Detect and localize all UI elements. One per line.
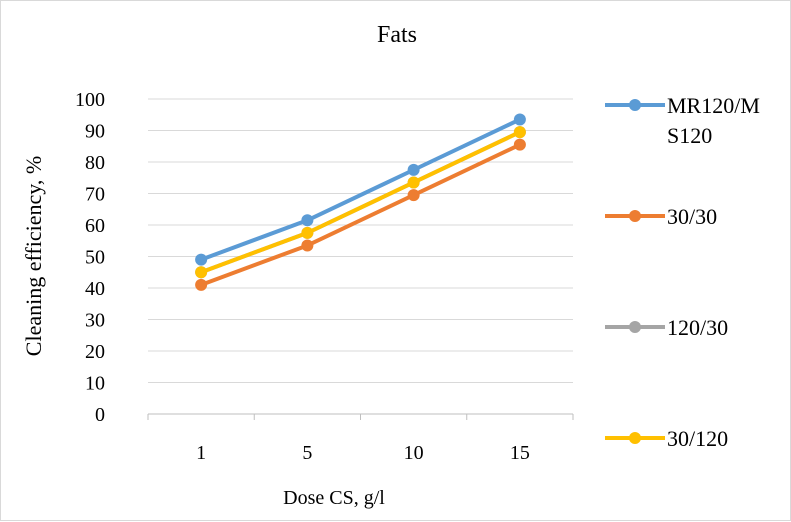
data-point	[407, 163, 420, 176]
data-point	[513, 113, 526, 126]
gridlines	[148, 98, 573, 415]
legend-entry: 30/30	[605, 204, 717, 229]
data-point	[195, 253, 208, 266]
legend-entry: MR120/M S120	[605, 93, 760, 148]
data-point	[301, 214, 314, 227]
legend-label: 30/30	[667, 204, 717, 229]
data-point	[195, 278, 208, 291]
legend-label: S120	[667, 123, 712, 148]
y-tick-label: 10	[85, 373, 105, 395]
y-tick-label: 50	[85, 247, 105, 269]
y-axis-label: Cleaning efficiency, %	[21, 156, 46, 356]
data-point	[513, 138, 526, 151]
series-line	[199, 117, 522, 262]
y-tick-label: 60	[85, 215, 105, 237]
legend-entry: 120/30	[605, 315, 728, 340]
y-tick-label: 70	[85, 184, 105, 206]
x-tick-label: 10	[404, 442, 424, 464]
x-axis-label: Dose CS, g/l	[283, 487, 385, 509]
legend-label: 30/120	[667, 426, 728, 451]
data-point	[513, 126, 526, 139]
series-4	[195, 126, 526, 279]
y-tick-label: 40	[85, 278, 105, 300]
x-tick-label: 5	[302, 442, 312, 464]
legend: MR120/M S120 30/30 120/30 30/120	[605, 93, 760, 451]
y-tick-label: 80	[85, 152, 105, 174]
legend-marker	[629, 210, 641, 222]
chart-title: Fats	[377, 22, 417, 48]
series-lines	[195, 113, 526, 291]
legend-label: MR120/M	[667, 93, 760, 118]
y-tick-label: 0	[95, 404, 105, 426]
legend-marker	[629, 321, 641, 333]
y-tick-label: 30	[85, 310, 105, 332]
legend-label: 120/30	[667, 315, 728, 340]
y-tick-label: 90	[85, 121, 105, 143]
data-point	[301, 226, 314, 239]
legend-entry: 30/120	[605, 426, 728, 451]
data-point	[407, 189, 420, 202]
series-2	[195, 138, 526, 291]
series-line	[199, 142, 522, 287]
series-line	[199, 130, 522, 275]
data-point	[407, 176, 420, 189]
y-tick-label: 20	[85, 341, 105, 363]
x-tick-label: 1	[196, 442, 206, 464]
legend-marker	[629, 432, 641, 444]
data-point	[195, 266, 208, 279]
x-tick-label: 15	[510, 442, 530, 464]
data-point	[301, 239, 314, 252]
legend-marker	[629, 99, 641, 111]
y-tick-label: 100	[75, 89, 105, 111]
series-1	[195, 113, 526, 266]
